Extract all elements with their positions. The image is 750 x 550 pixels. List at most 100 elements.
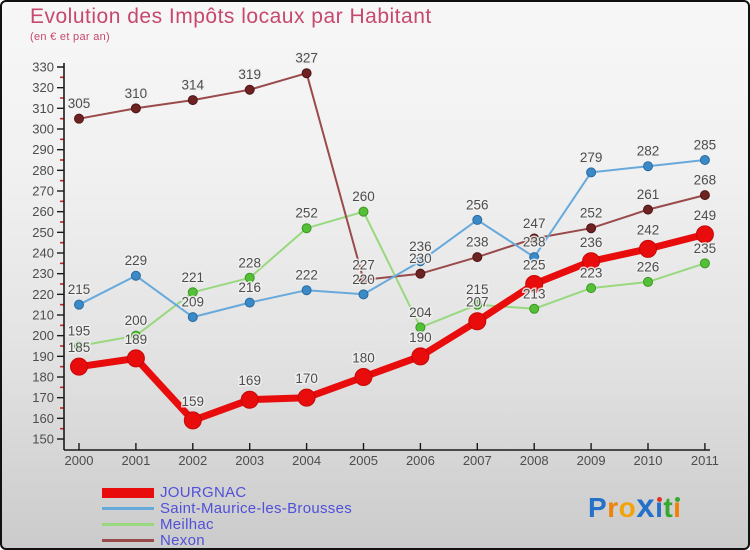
svg-text:327: 327 [295,51,318,66]
svg-text:230: 230 [32,266,54,281]
svg-text:189: 189 [125,332,148,347]
svg-text:225: 225 [523,258,546,273]
logo-letter: t [663,492,674,523]
svg-text:282: 282 [637,144,660,159]
legend: JOURGNAC Saint-Maurice-les-Brousses Meil… [102,485,352,548]
logo-letter: P [588,492,608,523]
svg-text:285: 285 [694,138,717,153]
svg-text:2009: 2009 [577,453,606,468]
svg-text:229: 229 [125,253,148,268]
svg-text:252: 252 [295,206,318,221]
svg-text:190: 190 [32,349,54,364]
svg-text:200: 200 [32,328,54,343]
svg-text:260: 260 [32,204,54,219]
svg-text:227: 227 [352,257,375,272]
svg-text:240: 240 [32,246,54,261]
logo-letter: ı [655,492,664,523]
svg-text:159: 159 [182,394,205,409]
svg-text:2003: 2003 [235,453,264,468]
svg-text:2006: 2006 [406,453,435,468]
svg-text:215: 215 [466,282,489,297]
svg-text:270: 270 [32,184,54,199]
svg-text:180: 180 [352,351,375,366]
svg-text:185: 185 [68,340,91,355]
svg-text:170: 170 [295,371,318,386]
svg-text:180: 180 [32,370,54,385]
svg-text:305: 305 [68,96,91,111]
svg-text:195: 195 [68,324,91,339]
svg-text:223: 223 [580,266,603,281]
svg-text:222: 222 [295,268,318,283]
legend-item-jourgnac: JOURGNAC [102,485,352,500]
proxiti-logo: Proxı tı [588,489,681,525]
svg-text:2004: 2004 [292,453,321,468]
svg-text:190: 190 [409,330,432,345]
legend-swatch-jourgnac [102,487,154,498]
svg-text:279: 279 [580,150,603,165]
svg-text:2005: 2005 [349,453,378,468]
logo-letter: o [618,492,637,523]
svg-text:330: 330 [32,60,54,75]
svg-text:290: 290 [32,142,54,157]
svg-text:235: 235 [694,241,717,256]
svg-text:236: 236 [580,235,603,250]
svg-text:216: 216 [238,280,261,295]
svg-text:252: 252 [580,206,603,221]
svg-text:226: 226 [637,259,660,274]
legend-swatch-nexon [102,539,154,542]
svg-text:2011: 2011 [691,453,719,468]
svg-text:221: 221 [182,270,205,285]
svg-text:2010: 2010 [634,453,663,468]
svg-text:310: 310 [32,101,54,116]
svg-text:261: 261 [637,187,660,202]
legend-label: Nexon [160,532,205,549]
svg-text:268: 268 [694,173,717,188]
svg-text:210: 210 [32,308,54,323]
svg-text:220: 220 [32,287,54,302]
logo-letter: x [636,487,656,524]
svg-text:260: 260 [352,189,375,204]
svg-text:300: 300 [32,122,54,137]
svg-text:250: 250 [32,225,54,240]
svg-text:2000: 2000 [65,453,94,468]
svg-text:236: 236 [409,239,432,254]
svg-text:228: 228 [238,255,261,270]
svg-text:150: 150 [32,432,54,447]
legend-label: Meilhac [160,516,214,533]
svg-text:169: 169 [238,373,261,388]
svg-text:215: 215 [68,282,91,297]
legend-label: Saint-Maurice-les-Brousses [160,500,353,517]
legend-label: JOURGNAC [160,484,247,501]
svg-text:238: 238 [466,235,489,250]
svg-text:320: 320 [32,80,54,95]
legend-item-saint-maurice: Saint-Maurice-les-Brousses [102,501,352,516]
svg-text:319: 319 [238,67,261,82]
legend-swatch-meilhac [102,523,154,526]
svg-text:256: 256 [466,197,489,212]
svg-text:204: 204 [409,305,432,320]
legend-item-nexon: Nexon [102,533,352,548]
svg-text:213: 213 [523,286,546,301]
svg-text:170: 170 [32,390,54,405]
svg-text:280: 280 [32,163,54,178]
svg-text:200: 200 [125,313,148,328]
svg-text:238: 238 [523,235,546,250]
svg-text:220: 220 [352,272,375,287]
page-subtitle: (en € et par an) [30,31,111,43]
svg-text:242: 242 [637,222,660,237]
svg-text:207: 207 [466,295,489,310]
svg-text:209: 209 [182,295,205,310]
svg-text:2002: 2002 [178,453,207,468]
svg-text:310: 310 [125,86,148,101]
svg-text:249: 249 [694,208,717,223]
logo-letter: ı [673,492,682,523]
svg-text:2007: 2007 [463,453,492,468]
logo-letter: r [607,492,619,523]
svg-text:160: 160 [32,411,54,426]
svg-text:230: 230 [409,251,432,266]
svg-text:247: 247 [523,216,546,231]
legend-swatch-saint-maurice [102,507,154,510]
legend-item-meilhac: Meilhac [102,517,352,532]
